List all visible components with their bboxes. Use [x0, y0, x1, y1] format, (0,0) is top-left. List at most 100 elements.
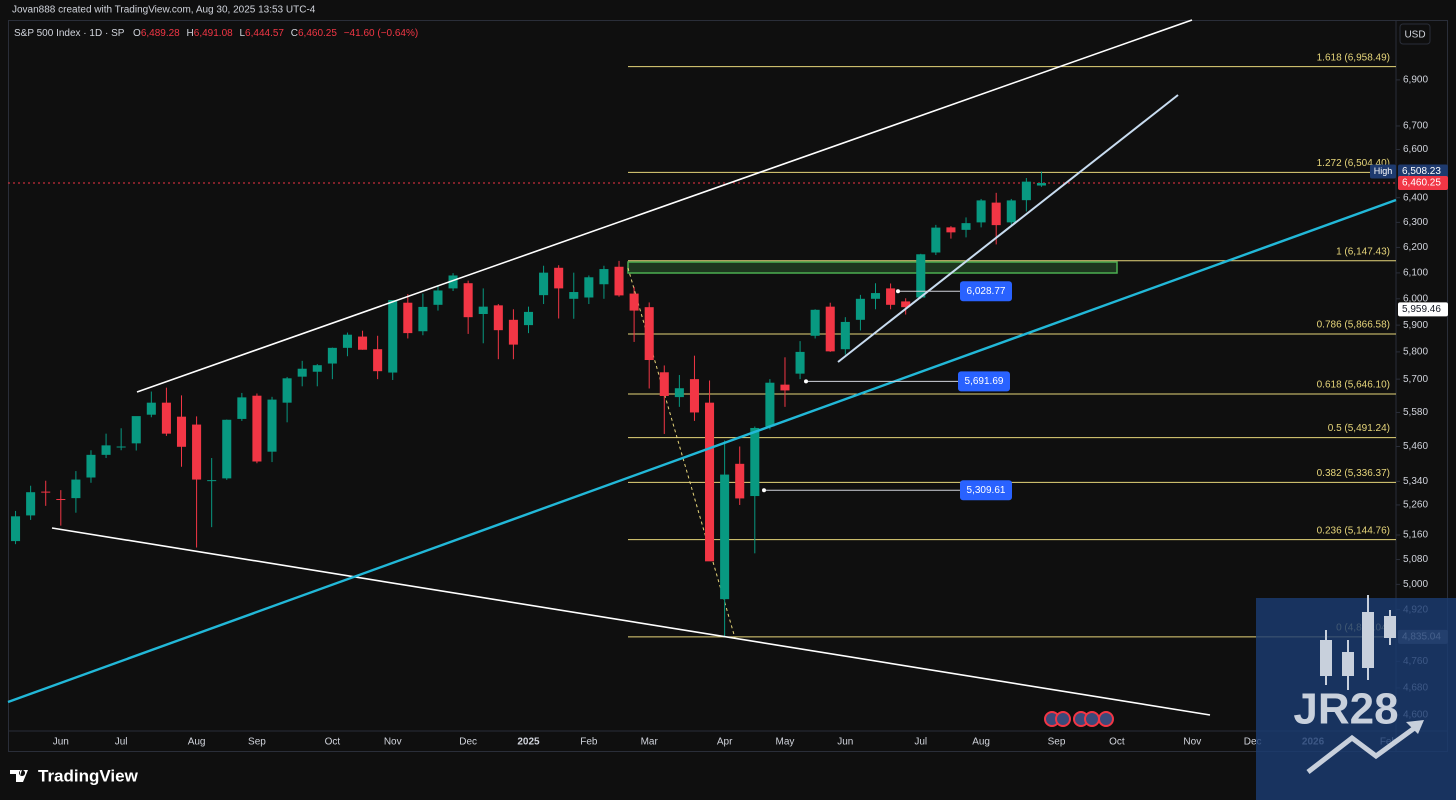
y-tick-label: 6,900 — [1403, 75, 1428, 86]
price-note-point — [896, 289, 900, 294]
x-tick-label: Dec — [459, 737, 477, 748]
candle-body — [976, 200, 986, 223]
price-note-point — [762, 488, 766, 493]
candle-body — [131, 416, 141, 444]
x-tick-label: Jun — [53, 737, 69, 748]
candle-body — [478, 306, 488, 315]
candle-body — [991, 202, 1001, 226]
x-tick-label: Apr — [717, 737, 733, 748]
watermark-box — [1256, 598, 1456, 800]
candle-body — [569, 292, 579, 299]
candle-body — [493, 305, 503, 331]
candle-body — [554, 267, 564, 289]
candle-body — [523, 311, 534, 326]
candle-body — [1021, 181, 1031, 201]
watermark-arrow — [1306, 721, 1422, 774]
event-icon[interactable] — [1084, 711, 1100, 727]
x-tick-label: May — [776, 737, 795, 748]
candle-body — [780, 384, 790, 391]
y-tick-label: 5,000 — [1403, 579, 1428, 590]
y-tick-label: 6,100 — [1403, 268, 1428, 279]
y-tick-label: 5,700 — [1403, 374, 1428, 385]
x-tick-label: Aug — [188, 737, 206, 748]
currency: USD — [1404, 30, 1425, 41]
fib-label: 0.5 (5,491.24) — [1328, 423, 1390, 434]
x-tick-label: Mar — [641, 737, 659, 748]
x-tick-label: Sep — [248, 737, 266, 748]
candle-body — [765, 382, 775, 427]
candle-body — [840, 321, 850, 350]
last-price-badge-label: 6,460.25 — [1402, 178, 1441, 189]
candle-body — [267, 399, 277, 452]
candle-body — [403, 302, 413, 334]
candle-body — [418, 306, 428, 332]
candle-body — [433, 290, 443, 305]
candle-body — [735, 463, 745, 499]
fib-label: 1.618 (6,958.49) — [1317, 52, 1390, 63]
candle-body — [599, 269, 609, 285]
event-icons — [1044, 711, 1114, 727]
candle-body — [674, 388, 684, 398]
x-tick-label: Jul — [115, 737, 128, 748]
rising-trend-line — [837, 94, 1179, 363]
candle-body — [825, 306, 835, 352]
fib-label: 0.618 (5,646.10) — [1317, 380, 1390, 391]
candle-body — [71, 479, 81, 499]
candle-body — [56, 499, 66, 501]
x-tick-label: Oct — [325, 737, 341, 748]
low-key: L — [239, 28, 245, 39]
candle-body — [931, 227, 941, 253]
watermark-icon — [1320, 595, 1396, 690]
x-tick-label: Nov — [1183, 737, 1201, 748]
y-tick-label: 6,000 — [1403, 293, 1428, 304]
candle-body — [689, 379, 699, 413]
x-tick-label: Nov — [384, 737, 402, 748]
candle-body — [161, 402, 171, 434]
y-tick-label: 6,600 — [1403, 144, 1428, 155]
x-tick-label: Jul — [914, 737, 927, 748]
watermark-text: JR28 — [1293, 685, 1398, 734]
candle-body — [448, 275, 458, 289]
candle-body — [750, 427, 760, 497]
upper-channel-line — [136, 19, 1193, 393]
candle-body — [795, 351, 805, 374]
event-icon[interactable] — [1055, 711, 1071, 727]
x-tick-label: Aug — [972, 737, 990, 748]
currency-button[interactable] — [1399, 23, 1431, 45]
price-note-box — [960, 281, 1012, 302]
candle-body — [463, 283, 473, 318]
price-note-label: 5,309.61 — [967, 485, 1006, 496]
candle-body — [207, 480, 217, 482]
candle-body — [297, 368, 307, 377]
symbol: S&P 500 Index · 1D · SP — [14, 28, 125, 39]
high-badge-label: 6,508.23 — [1402, 166, 1441, 177]
candle-body — [584, 277, 594, 298]
y-tick-label: 5,160 — [1403, 530, 1428, 541]
brand-logo — [10, 770, 28, 782]
y-tick-label: 5,460 — [1403, 441, 1428, 452]
x-tick-label: Dec — [1244, 737, 1262, 748]
y-tick-label: 5,260 — [1403, 500, 1428, 511]
candle-body — [855, 298, 865, 320]
candle-body — [26, 492, 36, 516]
candle-body — [41, 491, 51, 493]
candle-body — [810, 309, 820, 336]
candle-body — [373, 349, 383, 372]
candle-body — [644, 307, 654, 361]
x-tick-label: Sep — [1048, 737, 1066, 748]
supply-zone — [627, 261, 1118, 274]
event-icon[interactable] — [1098, 711, 1114, 727]
candle-body — [11, 516, 21, 542]
watermark-arrowhead — [1406, 720, 1424, 734]
fib-label: 1.272 (6,504.40) — [1317, 158, 1390, 169]
price-note-label: 6,028.77 — [967, 286, 1006, 297]
y-tick-label: 5,900 — [1403, 320, 1428, 331]
cursor-price-badge — [1398, 302, 1448, 317]
price-note-point — [804, 379, 808, 384]
candle-body — [342, 334, 352, 348]
candle-body — [101, 445, 111, 455]
high-badge — [1398, 164, 1448, 179]
high-key: H — [187, 28, 194, 39]
